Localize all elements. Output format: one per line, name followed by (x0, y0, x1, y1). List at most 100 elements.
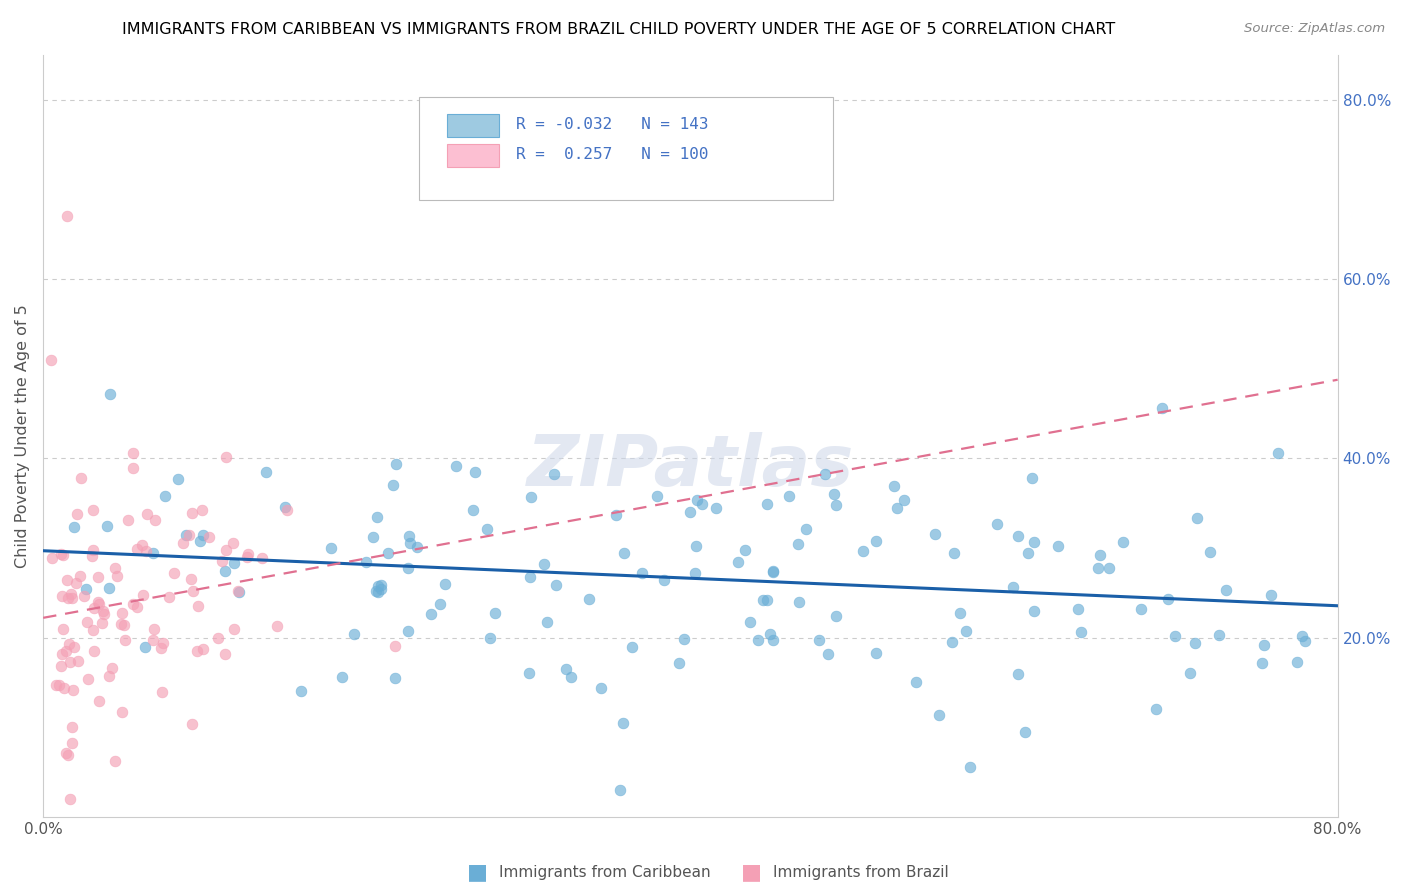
Point (354, 555, 377, 569)
Point (174, 528, 197, 542)
Point (66, 507, 89, 521)
Point (131, 538, 153, 552)
Point (125, 542, 148, 557)
Point (52, 548, 75, 562)
Point (543, 467, 565, 481)
Point (56, 591, 79, 605)
Point (396, 624, 419, 638)
Point (1098, 561, 1121, 575)
Point (188, 533, 211, 548)
Point (517, 666, 540, 681)
Point (1067, 602, 1090, 616)
Point (66, 654, 89, 668)
Point (1018, 546, 1040, 560)
Point (110, 607, 132, 621)
Point (1157, 591, 1180, 606)
Point (948, 606, 970, 620)
Point (235, 550, 257, 565)
Point (87, 597, 110, 611)
Bar (447, 145, 499, 167)
Point (560, 670, 582, 684)
Point (48, 678, 70, 692)
Point (142, 622, 165, 636)
Point (180, 572, 202, 586)
Point (621, 640, 644, 655)
Point (685, 539, 707, 553)
Point (367, 579, 389, 593)
Point (214, 450, 236, 464)
Point (405, 540, 427, 554)
Point (91, 615, 114, 630)
Point (207, 631, 229, 645)
Point (1070, 624, 1092, 639)
Point (814, 467, 837, 482)
Point (905, 674, 928, 689)
Point (762, 564, 785, 578)
Point (59, 656, 82, 670)
Point (214, 564, 236, 578)
Point (928, 707, 950, 722)
Point (214, 543, 236, 558)
Point (1046, 539, 1069, 553)
Point (55, 644, 77, 658)
Point (1267, 446, 1289, 460)
Point (823, 487, 845, 501)
Point (1164, 628, 1187, 642)
Point (104, 754, 127, 768)
Point (464, 466, 486, 480)
Point (63, 640, 86, 655)
Point (143, 513, 166, 527)
Point (758, 627, 780, 641)
Point (704, 501, 727, 516)
Point (484, 607, 506, 621)
Point (893, 492, 915, 507)
Point (787, 595, 810, 609)
Point (886, 501, 908, 516)
Point (461, 503, 484, 517)
Point (172, 536, 194, 550)
Point (645, 489, 668, 503)
Point (187, 599, 209, 614)
Point (250, 550, 273, 565)
Point (690, 497, 713, 511)
Point (98, 386, 121, 401)
Point (80, 549, 103, 563)
Point (398, 529, 420, 543)
Point (110, 617, 132, 632)
Point (396, 561, 419, 575)
Point (686, 493, 709, 508)
Point (943, 546, 966, 560)
Point (668, 656, 690, 670)
Point (756, 593, 779, 607)
Text: R = -0.032   N = 143: R = -0.032 N = 143 (516, 117, 709, 132)
Point (762, 565, 785, 579)
Point (609, 782, 631, 797)
Text: ■: ■ (467, 863, 488, 882)
Point (1184, 636, 1206, 650)
Point (1253, 638, 1275, 652)
Point (132, 588, 155, 602)
Point (865, 646, 887, 660)
Point (290, 683, 312, 698)
Point (1185, 511, 1208, 525)
Point (519, 570, 541, 584)
Point (198, 530, 221, 544)
Point (399, 536, 422, 550)
Point (224, 622, 246, 636)
Point (1291, 629, 1313, 643)
Point (59, 792, 82, 806)
Point (167, 472, 190, 486)
Point (536, 615, 558, 629)
Point (986, 516, 1008, 531)
Point (70, 471, 93, 485)
Point (605, 508, 627, 523)
Point (222, 536, 245, 550)
Text: Immigrants from Caribbean: Immigrants from Caribbean (499, 865, 711, 880)
Text: Source: ZipAtlas.com: Source: ZipAtlas.com (1244, 22, 1385, 36)
Point (98, 581, 121, 595)
Point (228, 585, 250, 599)
Point (924, 526, 946, 541)
Point (101, 661, 124, 675)
Point (89, 694, 111, 708)
Point (762, 633, 785, 648)
